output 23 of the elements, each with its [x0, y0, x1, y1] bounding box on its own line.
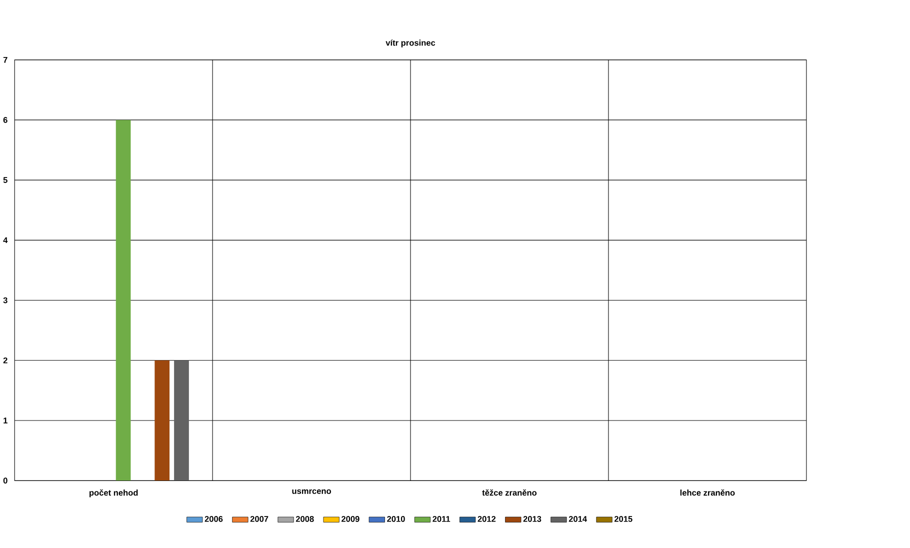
y-tick-label: 3 — [3, 297, 8, 304]
x-tick-label: lehce zraněno — [680, 489, 735, 496]
x-tick-label: usmrceno — [292, 489, 332, 494]
y-tick-label: 7 — [3, 57, 8, 63]
legend-label: 2012 — [478, 516, 496, 522]
y-tick-label: 6 — [3, 117, 8, 123]
legend-label: 2008 — [296, 516, 314, 522]
y-tick-label: 4 — [3, 237, 8, 244]
x-tick-label: těžce zraněno — [482, 489, 537, 496]
y-tick-label: 1 — [4, 418, 8, 424]
legend-label: 2006 — [204, 516, 223, 522]
legend-label: 2015 — [614, 516, 632, 522]
legend-label: 2009 — [342, 516, 360, 522]
chart-title: vítr prosinec — [386, 40, 436, 48]
legend-label: 2014 — [568, 516, 587, 522]
legend-label: 2011 — [432, 516, 450, 522]
legend-label: 2007 — [250, 516, 268, 522]
legend-label: 2010 — [387, 516, 405, 522]
x-tick-label: počet nehod — [90, 489, 138, 498]
legend-label: 2013 — [523, 516, 542, 522]
y-tick-label: 0 — [3, 478, 8, 484]
y-tick-label: 5 — [3, 177, 8, 184]
y-tick-label: 2 — [3, 358, 8, 364]
